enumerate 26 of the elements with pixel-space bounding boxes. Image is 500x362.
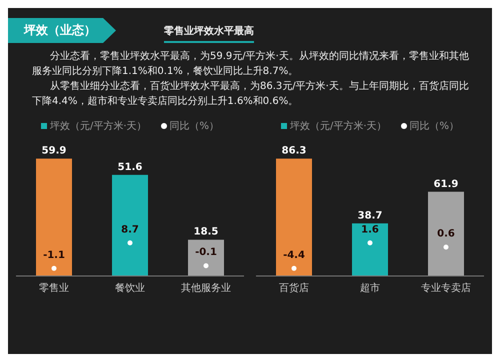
data-label: 38.7: [358, 210, 382, 222]
data-label: -1.1: [43, 250, 65, 261]
legend-label: 同比（%）: [408, 120, 460, 133]
x-tick-label: 专业专卖店: [421, 282, 471, 294]
legend-label: 同比（%）: [168, 120, 220, 133]
legend-label: 坪效（元/平方米·天）: [48, 120, 147, 133]
chart-subtitle: 零售业坪效水平最高: [164, 24, 254, 43]
text: 从零售业细分业态看，百货业坪效水平最高，为86.3元/平方米·天。与上年同期比，百货店同比下降4.4%，超市和专业专卖店同比分别上升1.6%和0.6%。: [32, 80, 470, 109]
data-label: 59.9: [42, 146, 66, 157]
x-tick-label: 百货店: [279, 282, 309, 294]
data-label: 8.7: [121, 224, 139, 236]
x-tick-label: 零售业: [39, 282, 69, 294]
data-label: 61.9: [434, 178, 458, 190]
text: 分业态看，零售业坪效水平最高，为59.9元/平方米·天。从坪效的同比情况来看，零售业和其他服务业同比分别下降1.1%和0.1%，餐饮业同比上升8.7%。: [32, 50, 470, 79]
data-label: 86.3: [282, 146, 306, 157]
data-label: -0.1: [195, 247, 217, 258]
data-label: 18.5: [194, 226, 218, 238]
legend-label: 坪效（元/平方米·天）: [288, 120, 387, 133]
data-label: 1.6: [361, 224, 379, 236]
x-tick-label: 超市: [360, 282, 380, 294]
chart-title: 坪效（业态）: [8, 18, 116, 43]
data-label: 0.6: [437, 228, 455, 240]
data-label: -4.4: [283, 250, 305, 261]
data-label: 51.6: [118, 162, 142, 173]
x-tick-label: 其他服务业: [181, 282, 231, 294]
x-tick-label: 餐饮业: [115, 282, 145, 294]
